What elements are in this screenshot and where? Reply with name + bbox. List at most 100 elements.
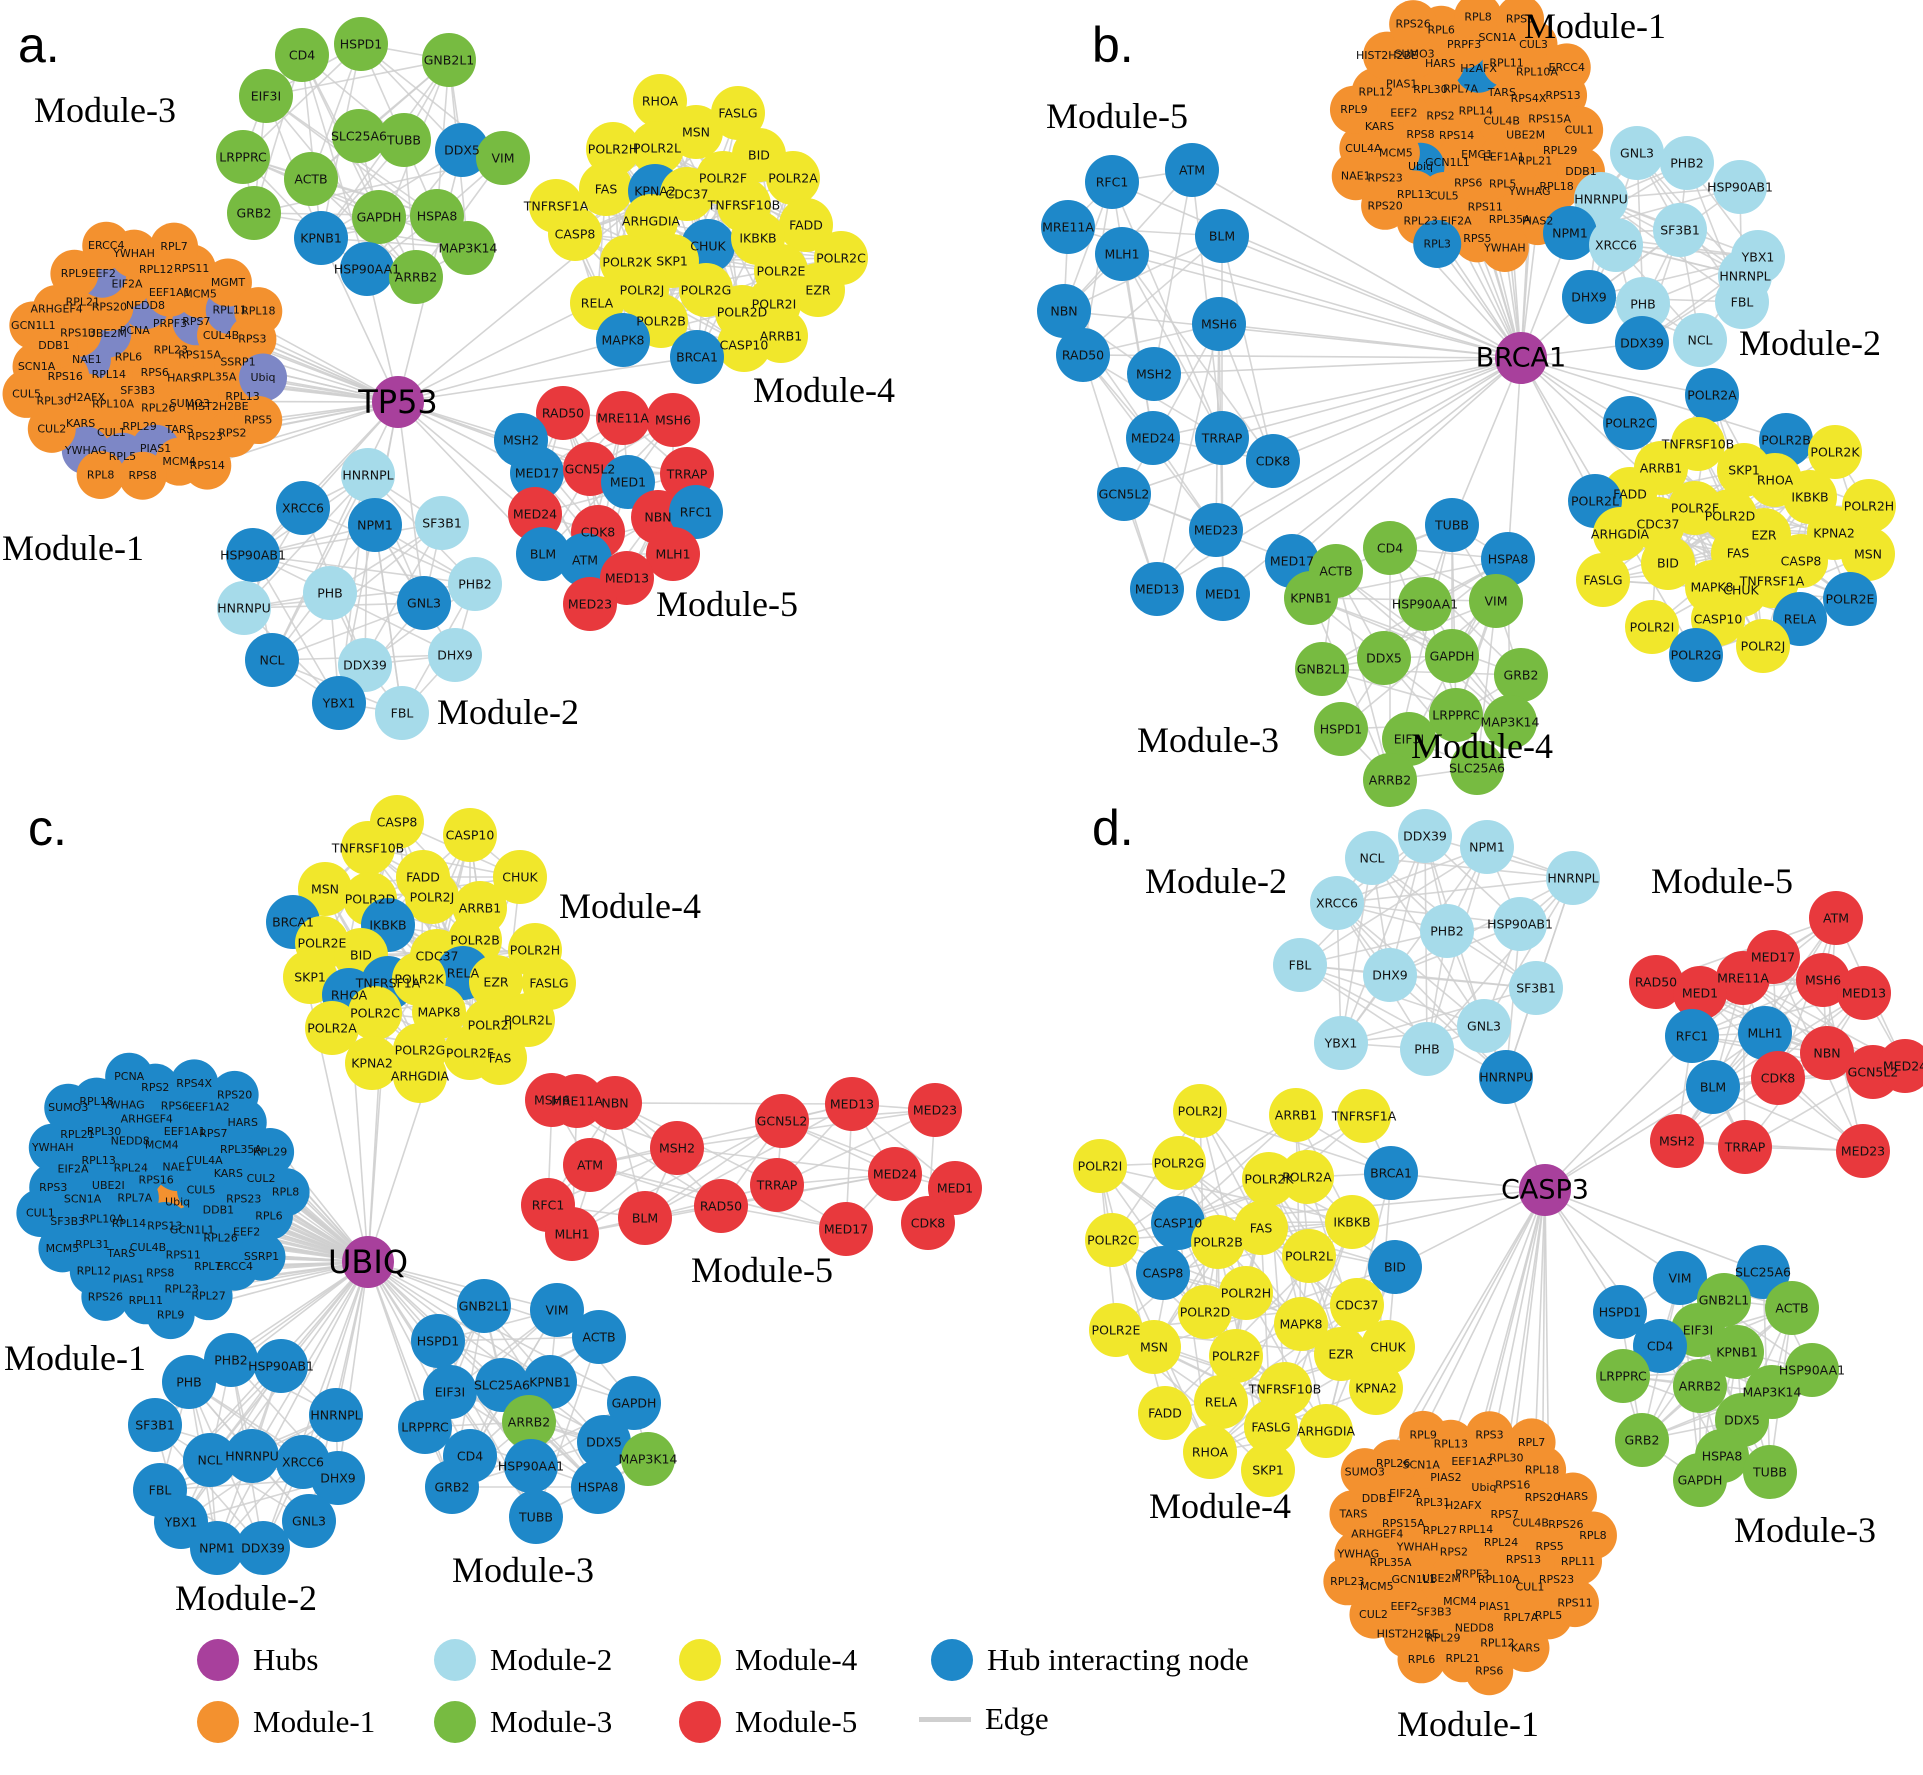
node [596,313,650,367]
edge [1121,253,1223,439]
node-label: POLR2F [1212,1349,1260,1364]
node-label: RPS6 [161,1100,189,1113]
node-label: POLR2E [1092,1323,1141,1338]
node-label: CUL1 [26,1206,55,1219]
node-label: RPS7 [182,315,210,328]
node-label: MLH1 [655,547,690,562]
node-label: LRPPRC [1432,708,1480,723]
node-label: HSP90AB1 [220,548,286,563]
hub-edge [397,339,624,403]
node-label: PHB [176,1375,202,1390]
node-label: DDX5 [444,143,480,158]
node-label: GRB2 [1504,668,1539,683]
node-label: ARHGEF4 [30,302,82,315]
node-label: RPL6 [1427,23,1454,36]
node-label: RPL9 [157,1309,184,1322]
node-label: MED17 [515,466,559,481]
node-label: MCM5 [1379,146,1413,159]
node-label: MED24 [513,507,557,522]
edge [1063,235,1223,312]
node-label: SF3B3 [120,384,155,397]
node-label: RPS23 [1367,171,1402,184]
node-label: TNFRSF10B [1248,1382,1321,1397]
node [476,131,530,185]
edge [1153,169,1193,375]
node-label: RHOA [1192,1445,1229,1460]
node-label: FASLG [718,106,757,121]
node-label: RELA [581,296,614,311]
node [397,576,451,630]
node [646,393,700,447]
node-label: CASP8 [1143,1266,1184,1281]
node [9,301,58,350]
node-label: POLR2B [1193,1235,1243,1250]
node-label: CUL2 [1359,1608,1388,1621]
node-label: MSN [1854,547,1882,562]
node-label: POLR2C [816,251,866,266]
node-label: BID [748,148,770,163]
node-label: UBE2M [1506,128,1545,141]
node-label: RHOA [1757,473,1794,488]
node-label: CUL4B [1483,114,1519,127]
node [516,527,570,581]
node-label: ATM [1179,163,1205,178]
edge [1099,1165,1353,1223]
node [334,17,388,71]
node-label: TNFRSF10B [1661,437,1734,452]
node [1041,200,1095,254]
node [340,242,394,296]
node-label: TARS [106,1247,135,1260]
edge [644,1103,853,1219]
node-label: POLR2K [602,255,652,270]
node-label: RPL12 [77,1265,111,1278]
node-label: PIAS2 [1430,1471,1461,1484]
node [50,249,99,298]
edge [1424,603,1478,769]
module-label: Module-5 [1651,861,1793,901]
node-label: SF3B1 [1516,981,1556,996]
node-label: GNB2L1 [424,53,474,68]
node-label: POLR2E [1826,592,1875,607]
node-label: POLR2J [410,890,455,905]
node-label: PIAS1 [140,442,171,455]
edge [781,1120,956,1189]
node [548,207,602,261]
node-label: SUMO3 [48,1101,88,1114]
node-label: PCNA [114,1070,145,1083]
node-label: POLR2H [1844,499,1894,514]
panel-letter: a. [18,17,60,73]
node-label: RPL12 [139,263,173,276]
node-label: NAE1 [72,353,102,366]
edge [374,524,403,714]
node [226,528,280,582]
node-label: CASP8 [1781,554,1822,569]
edge [1744,992,1865,1148]
node [332,109,386,163]
edge [1335,570,1391,781]
node-label: EIF3I [435,1385,465,1400]
node [428,628,482,682]
node [203,258,252,307]
node-label: MSH2 [659,1141,695,1156]
node-label: HSPA8 [1702,1449,1743,1464]
node-label: HNRNPU [1574,192,1627,207]
node-label: RPS6 [1475,1665,1503,1678]
node-layer [2,0,1923,1696]
node-label: POLR2C [1605,416,1655,431]
node-label: YWHAH [31,1141,74,1154]
node [294,211,348,265]
node [435,123,489,177]
hub-edge [367,1261,551,1383]
node-label: RPL29 [253,1145,287,1158]
node-label: EZR [805,283,830,298]
node [1195,209,1249,263]
node-label: FBL [149,1483,172,1498]
edge [1340,987,1537,1044]
node-label: BRCA1 [1370,1166,1412,1181]
node-label: SLC25A6 [474,1378,530,1393]
node-label: EIF3I [1683,1323,1713,1338]
node-label: DDX5 [1724,1413,1760,1428]
node-label: FASLG [529,976,568,991]
hub-edge [1272,357,1522,462]
